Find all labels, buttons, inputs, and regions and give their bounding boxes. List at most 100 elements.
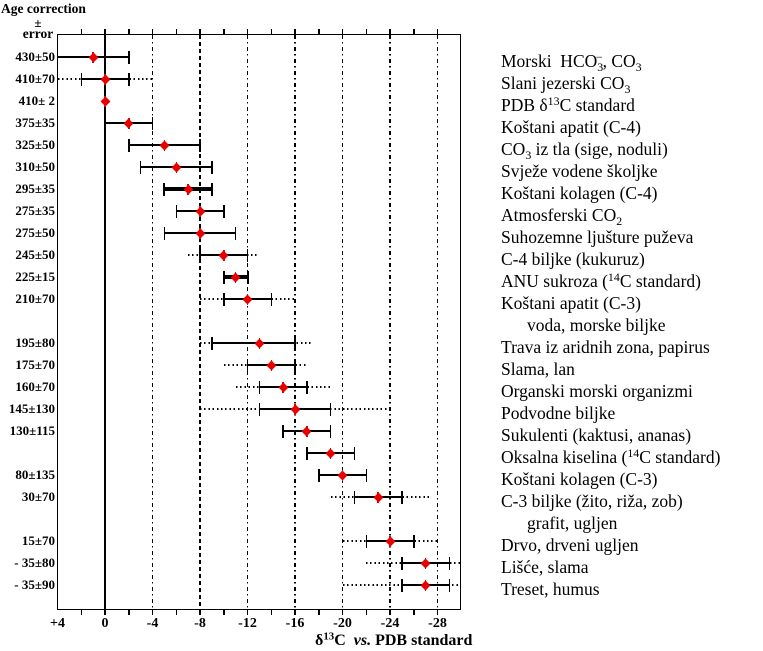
data-point: [159, 140, 170, 150]
error-bar-cap: [270, 292, 272, 306]
error-bar-cap: [306, 380, 308, 394]
axis-tick-top: [104, 29, 106, 34]
axis-tick-bottom: [270, 610, 272, 615]
gridline: [246, 35, 249, 609]
axis-tick-bottom: [199, 610, 201, 615]
axis-tick-bottom: [223, 610, 225, 615]
axis-tick-top: [436, 29, 439, 34]
data-point: [242, 294, 253, 304]
material-label: Suhozemne ljušture puževa: [501, 227, 694, 247]
error-bar-cap: [211, 160, 213, 174]
error-bar-cap: [413, 534, 415, 548]
x-tick-label: -24: [380, 616, 400, 631]
axis-tick-bottom: [104, 610, 106, 615]
gridline: [294, 35, 296, 609]
data-point: [301, 426, 312, 436]
axis-tick-bottom: [80, 610, 82, 615]
axis-tick-top: [389, 29, 391, 34]
age-label: 295±35: [15, 181, 55, 196]
axis-tick-bottom: [294, 610, 296, 615]
axis-tick-top: [199, 29, 201, 34]
error-bar-cap: [151, 116, 154, 130]
error-bar-cap: [306, 446, 308, 460]
error-bar-cap: [401, 556, 403, 570]
data-point: [266, 360, 277, 370]
x-axis-title-rest: PDB standard: [375, 632, 473, 649]
age-label: 325±50: [15, 137, 55, 152]
age-label: - 35±80: [14, 555, 55, 570]
age-label: 210±70: [15, 291, 55, 306]
error-bar-cap: [80, 72, 82, 86]
data-point: [254, 338, 265, 348]
material-label: Svježe vodene školjke: [501, 161, 658, 181]
x-tick-label: -20: [333, 616, 352, 631]
age-label: 245±50: [15, 247, 55, 262]
data-point: [278, 382, 289, 392]
material-label: Atmosferski CO2: [501, 205, 623, 229]
error-bar-cap: [365, 534, 367, 548]
error-bar-cap: [104, 116, 106, 130]
material-label-cont: grafit, ugljen: [527, 513, 618, 533]
error-bar-cap: [128, 72, 130, 86]
y-axis-header-line3: error: [22, 26, 54, 41]
material-label: Treset, humus: [501, 579, 600, 599]
axis-tick-top: [270, 29, 272, 34]
x-tick-label: -12: [238, 616, 257, 631]
axis-tick-top: [175, 29, 177, 34]
error-bar-cap: [353, 446, 356, 460]
material-label: Slama, lan: [501, 359, 575, 379]
material-label: CO3 iz tla (sige, noduli): [501, 139, 668, 163]
age-label: 130±115: [9, 423, 55, 438]
axis-tick-bottom: [436, 610, 439, 615]
gridline: [151, 35, 154, 609]
age-label: 310±50: [15, 159, 55, 174]
material-label: Sukulenti (kaktusi, ananas): [501, 425, 692, 445]
data-point: [337, 470, 348, 480]
age-label: 275±50: [15, 225, 55, 240]
gridline-bold: [198, 35, 202, 609]
material-label: Organski morski organizmi: [501, 381, 693, 401]
error-bar-cap: [56, 50, 59, 64]
error-bar-cap: [246, 270, 249, 284]
material-label: C-3 biljke (žito, riža, zob): [501, 491, 683, 511]
data-point: [195, 228, 205, 238]
error-bar-cap: [353, 490, 356, 504]
material-label: Morski HCO3−, CO3: [501, 50, 642, 75]
age-label: 145±130: [8, 401, 55, 416]
material-label: Trava iz aridnih zona, papirus: [501, 337, 710, 357]
axis-tick-bottom: [175, 610, 177, 615]
error-bar-cap: [139, 160, 142, 174]
error-bar-cap: [210, 182, 213, 196]
age-label: - 35±90: [14, 577, 55, 592]
gridline: [389, 35, 391, 609]
x-tick-label: +4: [50, 616, 65, 631]
x-axis-title-vs: vs.: [353, 632, 372, 649]
error-bar-cap: [318, 468, 320, 482]
age-label: 15±70: [21, 533, 55, 548]
data-point: [218, 250, 229, 260]
axis-tick-bottom: [246, 610, 249, 615]
axis-tick-top: [151, 29, 154, 34]
material-label: Oksalna kiselina (14C standard): [501, 446, 721, 467]
axis-tick-top: [318, 29, 320, 34]
material-label: Koštani apatit (C-3): [501, 293, 641, 313]
gridline: [341, 35, 344, 609]
material-label: C-4 biljke (kukuruz): [501, 249, 645, 269]
material-label: Slani jezerski CO3: [501, 73, 631, 97]
axis-tick-bottom: [341, 610, 344, 615]
error-bar-cap: [401, 490, 403, 504]
data-point: [385, 536, 395, 546]
plus-minus-symbol: ±: [34, 15, 42, 30]
error-bar-cap: [282, 424, 284, 438]
plot-area: [56, 34, 462, 610]
material-label: Lišće, slama: [501, 557, 589, 577]
age-label: 410±70: [15, 71, 55, 86]
data-point: [420, 558, 431, 568]
data-point: [88, 52, 99, 62]
age-label: 80±135: [15, 467, 55, 482]
data-point: [420, 580, 431, 590]
error-bar-cap: [246, 358, 249, 372]
y-axis-header-line1: Age correction: [1, 1, 86, 16]
axis-tick-top: [413, 29, 415, 34]
data-point: [100, 74, 110, 84]
